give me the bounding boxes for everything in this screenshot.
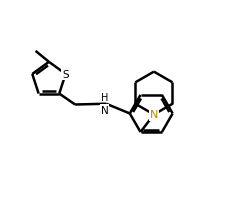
Text: H: H [101,92,108,103]
Text: N: N [101,105,108,115]
Text: S: S [62,70,69,80]
Text: N: N [150,110,158,120]
